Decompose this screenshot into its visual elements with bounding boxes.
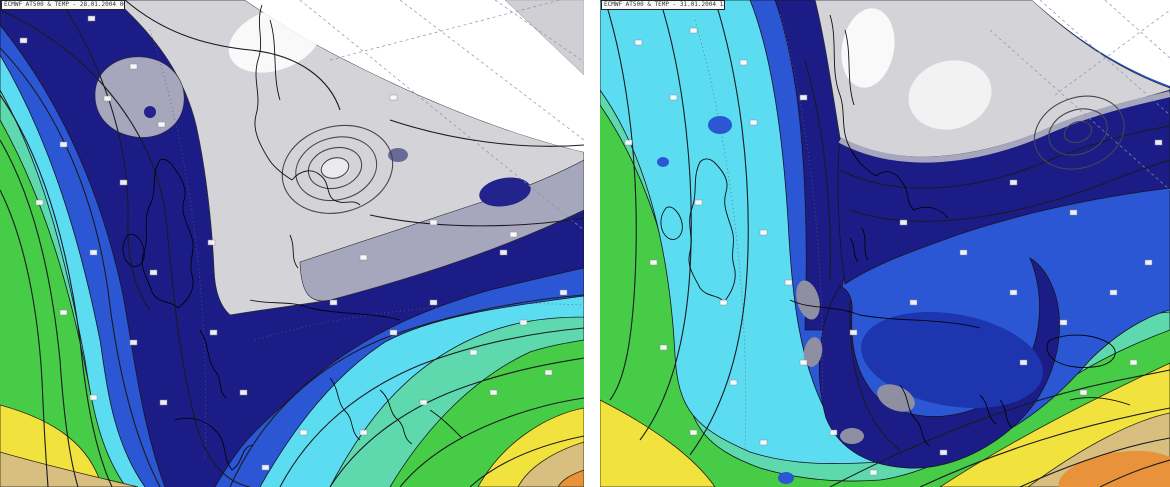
left-map-title: ECMWF AT500 & TEMP - 28.01.2004 00:00	[1, 0, 125, 10]
graticule-right	[694, 0, 1170, 451]
right-map	[600, 0, 1170, 487]
graticule-left	[149, 0, 584, 461]
coastlines-left	[122, 4, 463, 471]
contour-label-markers-right	[624, 27, 1163, 476]
contour-lines-left	[0, 0, 584, 487]
cold-spot	[144, 106, 156, 118]
high-center-contours-right	[1033, 95, 1125, 170]
contour-lines-right	[604, 0, 1170, 487]
left-map	[0, 0, 584, 487]
contour-label-markers-left	[19, 15, 568, 471]
low-center-contours-left	[281, 124, 394, 214]
coastlines-right	[660, 14, 1131, 447]
panel-gutter	[584, 0, 600, 487]
right-map-title: ECMWF AT500 & TEMP - 31.01.2004 12:00	[601, 0, 725, 10]
